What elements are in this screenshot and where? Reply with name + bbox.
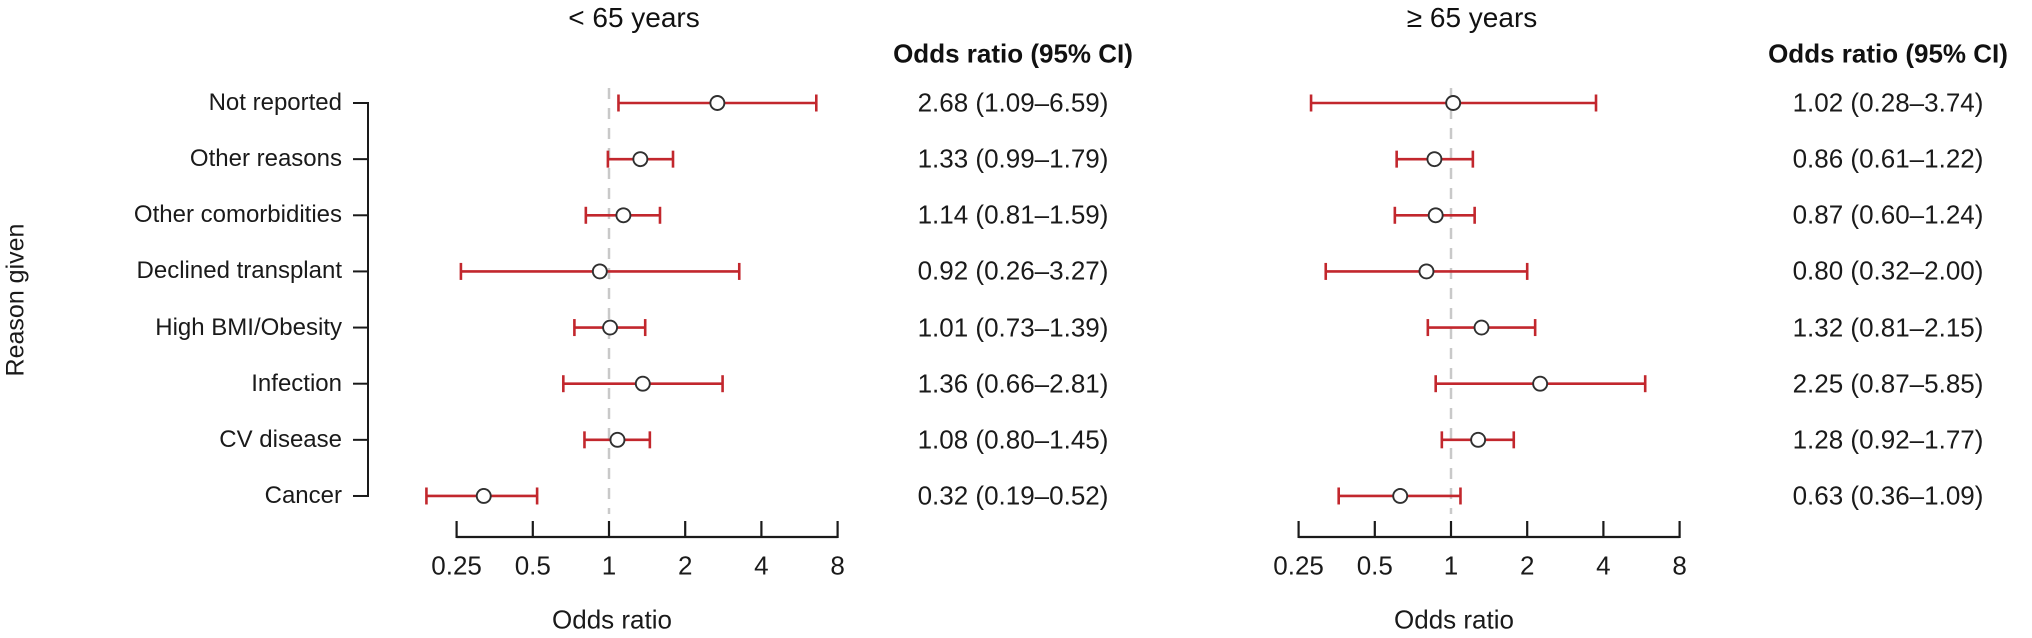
or-marker: [1427, 207, 1444, 224]
or-marker: [634, 375, 651, 392]
or-marker: [1426, 151, 1443, 168]
or-marker: [591, 263, 608, 280]
or-marker: [1532, 375, 1549, 392]
or-marker: [609, 431, 626, 448]
or-marker: [709, 95, 726, 111]
or-marker: [1392, 488, 1409, 504]
or-marker: [1470, 431, 1487, 448]
or-marker: [1445, 95, 1462, 111]
or-marker: [1418, 263, 1435, 280]
or-marker: [1473, 319, 1490, 336]
or-marker: [475, 488, 492, 504]
or-marker: [615, 207, 632, 224]
or-marker: [632, 151, 649, 168]
or-marker: [602, 319, 619, 336]
